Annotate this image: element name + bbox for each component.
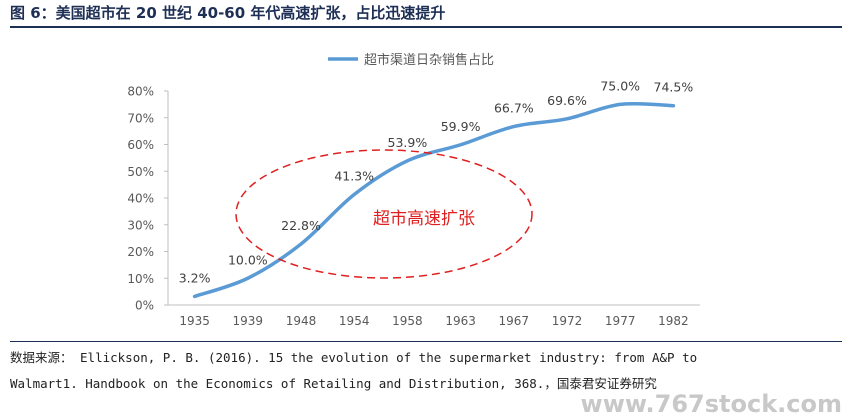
y-tick-label: 70% (127, 111, 154, 125)
x-tick-label: 1954 (339, 314, 370, 328)
data-label: 10.0% (228, 252, 268, 267)
data-label: 59.9% (441, 119, 481, 134)
data-label: 74.5% (654, 80, 694, 95)
data-label: 66.7% (494, 101, 534, 116)
x-tick-label: 1935 (179, 314, 210, 328)
x-tick-label: 1958 (392, 314, 423, 328)
source-rule (10, 341, 842, 342)
figure-title: 图 6：美国超市在 20 世纪 40-60 年代高速扩张，占比迅速提升 (10, 4, 446, 22)
y-tick-label: 40% (127, 192, 154, 206)
x-tick-label: 1939 (233, 314, 264, 328)
legend: 超市渠道日杂销售占比 (328, 52, 494, 68)
y-tick-label: 20% (127, 245, 154, 259)
data-labels: 3.2% 10.0% 22.8% 41.3% 53.9% 59.9% 66.7% 69.6% 7… (179, 78, 694, 285)
data-label: 3.2% (179, 270, 211, 285)
x-tick-label: 1982 (658, 314, 689, 328)
x-tick-label: 1948 (286, 314, 317, 328)
source-line-1: 数据来源： Ellickson, P. B. (2016). 15 the ev… (10, 350, 698, 365)
x-tick-label: 1972 (552, 314, 583, 328)
data-label: 53.9% (388, 135, 428, 150)
series-line (192, 101, 676, 299)
y-tick-label: 0% (135, 299, 154, 313)
x-tick-label: 1967 (499, 314, 530, 328)
legend-label: 超市渠道日杂销售占比 (364, 52, 494, 68)
y-tick-label: 60% (127, 138, 154, 152)
x-tick-label: 1977 (605, 314, 636, 328)
data-label: 22.8% (281, 218, 321, 233)
data-label: 41.3% (334, 169, 374, 184)
watermark: www.767stock.com (580, 390, 842, 418)
x-tick-label: 1963 (445, 314, 476, 328)
y-tick-label: 80% (127, 85, 154, 99)
source-line-2: Walmart1. Handbook on the Economics of R… (10, 376, 657, 391)
data-label: 69.6% (547, 93, 587, 108)
title-rule (10, 26, 842, 28)
y-axis: 0% 10% 20% 30% 40% 50% 60% 70% 80% (127, 85, 169, 313)
x-axis: 1935 1939 1948 1954 1958 1963 1967 1972 1977 1982 (168, 304, 700, 328)
annotation-text: 超市高速扩张 (373, 209, 475, 229)
y-tick-label: 30% (127, 218, 154, 232)
data-label: 75.0% (600, 78, 640, 93)
highlight-ellipse (235, 149, 533, 279)
y-tick-label: 50% (127, 165, 154, 179)
line-chart: 超市渠道日杂销售占比 0% 10% 20% 30% 40% 50% 60% 70% 80% 19… (127, 52, 700, 328)
y-tick-label: 10% (127, 272, 154, 286)
